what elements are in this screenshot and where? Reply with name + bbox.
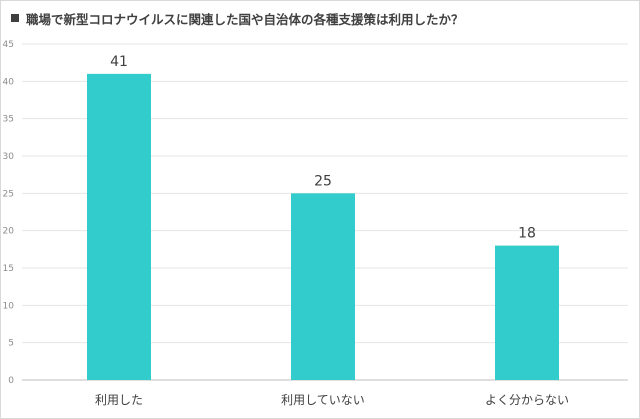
y-tick-label: 10 <box>3 301 15 311</box>
x-axis-categories: 利用した 利用していない よく分からない <box>95 393 569 407</box>
category-label: 利用した <box>95 393 143 407</box>
bars <box>87 73 559 380</box>
data-labels: 41 25 18 <box>110 54 536 242</box>
title-square-icon <box>11 14 19 22</box>
chart-title: 職場で新型コロナウイルスに関連した国や自治体の各種支援策は利用したか？ <box>26 11 464 27</box>
y-tick-label: 45 <box>3 40 14 50</box>
y-tick-label: 35 <box>3 115 14 125</box>
data-label: 41 <box>110 54 128 70</box>
bar <box>495 245 559 380</box>
y-tick-label: 25 <box>3 189 14 199</box>
bar <box>291 193 355 380</box>
title-row: 職場で新型コロナウイルスに関連した国や自治体の各種支援策は利用したか？ <box>11 8 464 28</box>
y-tick-label: 40 <box>3 77 15 87</box>
y-tick-label: 15 <box>3 264 14 274</box>
data-label: 25 <box>314 173 332 189</box>
y-tick-label: 30 <box>3 152 15 162</box>
bar <box>87 73 151 380</box>
data-label: 18 <box>518 226 536 242</box>
category-label: よく分からない <box>485 393 569 407</box>
y-tick-label: 20 <box>3 227 15 237</box>
y-axis-ticks: 0 5 10 15 20 25 30 35 40 45 <box>3 40 15 386</box>
y-tick-label: 5 <box>8 339 14 349</box>
category-label: 利用していない <box>281 393 365 407</box>
y-tick-label: 0 <box>8 376 14 386</box>
